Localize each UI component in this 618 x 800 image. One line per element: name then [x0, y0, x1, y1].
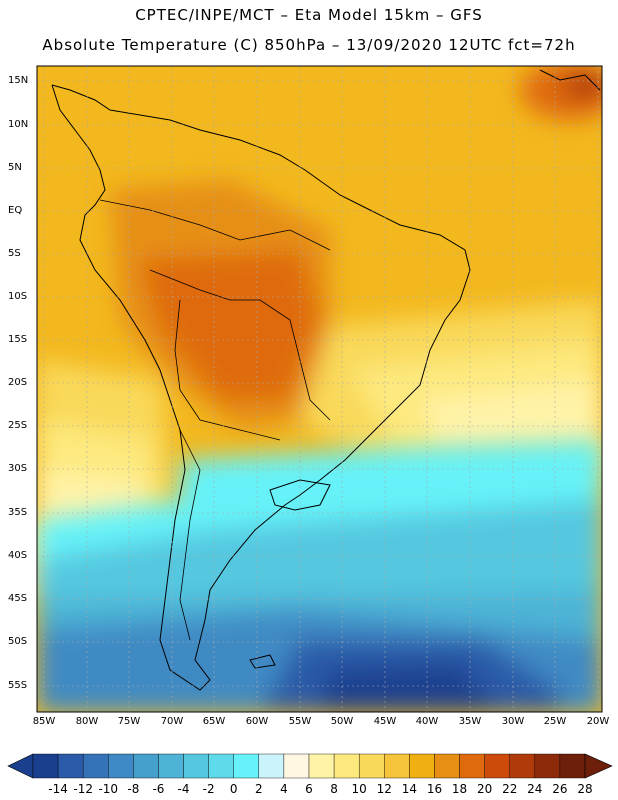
lon-label-45w: 45W: [373, 716, 397, 727]
colorbar-tick-label: -14: [48, 782, 68, 796]
lat-label-30s: 30S: [8, 463, 28, 474]
colorbar-tick-label: 14: [401, 782, 417, 796]
colorbar-swatch: [183, 753, 209, 779]
colorbar-tick-label: 12: [376, 782, 392, 796]
lat-label-50s: 50S: [8, 636, 28, 647]
colorbar-tick-label: -12: [73, 782, 93, 796]
lat-label-55s: 55S: [8, 680, 28, 691]
colorbar-tick-label: 0: [229, 782, 238, 796]
colorbar-swatch: [57, 753, 84, 779]
lon-label-60w: 60W: [245, 716, 269, 727]
colorbar-left-arrow: [7, 753, 34, 779]
lon-label-85w: 85W: [32, 716, 56, 727]
lon-label-70w: 70W: [160, 716, 184, 727]
map-title: CPTEC/INPE/MCT – Eta Model 15km – GFS: [135, 6, 483, 24]
lat-label-35s: 35S: [8, 507, 28, 518]
colorbar-tick-label: -10: [98, 782, 119, 796]
colorbar-swatch: [308, 753, 335, 779]
coastline: [51, 69, 601, 691]
colorbar-tick-label: 6: [305, 782, 313, 796]
colorbar-swatch: [534, 753, 561, 779]
colorbar-tick-label: 24: [527, 782, 543, 796]
colorbar-swatch: [509, 753, 536, 779]
field-22-24: [140, 250, 320, 400]
lat-label-eq: EQ: [8, 205, 23, 216]
colorbar-swatch: [434, 753, 460, 779]
border-bolivia-paraguay: [174, 299, 281, 441]
colorbar-right-arrow: [584, 753, 613, 779]
lon-label-40w: 40W: [415, 716, 439, 727]
lat-label-10n: 10N: [8, 119, 29, 130]
lon-label-65w: 65W: [202, 716, 226, 727]
colorbar-swatch: [233, 753, 260, 779]
lat-label-10s: 10S: [8, 291, 28, 302]
lat-label-5s: 5S: [8, 248, 21, 259]
colorbar-tick-label: 18: [451, 782, 468, 796]
colorbar-swatch: [158, 753, 184, 779]
colorbar-swatch: [384, 753, 410, 779]
lon-label-55w: 55W: [288, 716, 312, 727]
colorbar-tick-label: 20: [476, 782, 493, 796]
colorbar-swatch: [208, 753, 234, 779]
colorbar-tick-label: 22: [502, 782, 518, 796]
lon-label-30w: 30W: [501, 716, 525, 727]
colorbar-tick-label: 28: [577, 782, 593, 796]
lat-label-40s: 40S: [8, 550, 28, 561]
colorbar-tick-label: 4: [280, 782, 288, 796]
border-argentina-chile: [179, 429, 201, 641]
field-neg14-neg12: [320, 665, 500, 712]
colorbar-tick-label: 26: [552, 782, 568, 796]
lat-label-15s: 15S: [8, 334, 28, 345]
colorbar-swatch: [459, 753, 485, 779]
colorbar-tick-label: 8: [330, 782, 338, 796]
colorbar-tick-label: 16: [426, 782, 443, 796]
lat-label-45s: 45S: [8, 593, 28, 604]
caribbean-islands: [539, 69, 601, 91]
lat-label-20s: 20S: [8, 377, 28, 388]
lat-label-5n: 5N: [8, 162, 22, 173]
colorbar-swatch: [333, 753, 360, 779]
colorbar-swatch: [358, 753, 385, 779]
country-borders: [99, 199, 331, 641]
lon-label-75w: 75W: [117, 716, 141, 727]
caribbean-hotter: [563, 71, 602, 99]
colorbar-swatch: [559, 753, 586, 779]
colorbar-swatch: [258, 753, 285, 779]
colorbar-tick-label: 2: [254, 782, 263, 796]
field-10-12: [420, 380, 602, 450]
colorbar-swatch: [283, 753, 310, 779]
lon-label-20w: 20W: [586, 716, 610, 727]
colorbar-swatch: [409, 753, 435, 779]
gridlines: [37, 66, 602, 712]
temperature-field: [37, 66, 602, 712]
border-north: [99, 199, 331, 251]
colorbar-swatch: [484, 753, 510, 779]
border-brazil-bolivia: [149, 269, 331, 421]
lat-label-15n: 15N: [8, 75, 29, 86]
colorbar-tick-label: -6: [152, 782, 165, 796]
lon-label-25w: 25W: [543, 716, 567, 727]
colorbar-tick-label: 10: [351, 782, 367, 796]
colorbar-tick-label: -4: [177, 782, 190, 796]
colorbar-swatch: [82, 753, 109, 779]
lon-label-80w: 80W: [75, 716, 99, 727]
rio-de-la-plata: [269, 479, 331, 511]
colorbar: [7, 753, 613, 779]
colorbar-swatch: [32, 753, 59, 779]
falkland-islands: [249, 654, 276, 669]
map-subtitle: Absolute Temperature (C) 850hPa – 13/09/…: [42, 36, 576, 54]
colorbar-tick-label: -8: [127, 782, 140, 796]
colorbar-swatch: [133, 753, 159, 779]
lon-label-35w: 35W: [458, 716, 482, 727]
colorbar-swatch: [108, 753, 134, 779]
lon-label-50w: 50W: [330, 716, 354, 727]
lat-label-25s: 25S: [8, 420, 28, 431]
colorbar-tick-label: -2: [202, 782, 215, 796]
map-frame: [36, 65, 603, 713]
south-america-outline: [51, 84, 471, 691]
